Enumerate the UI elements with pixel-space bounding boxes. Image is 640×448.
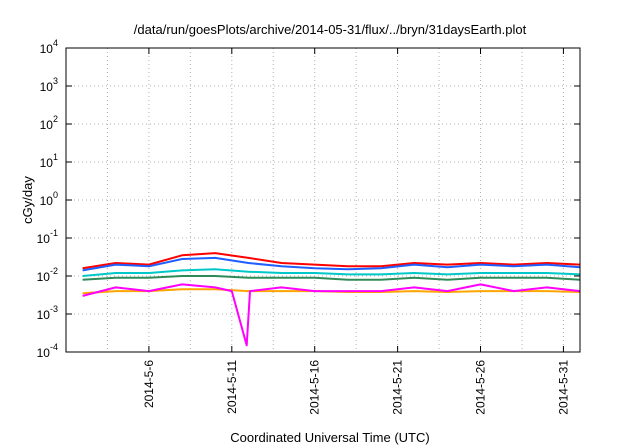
y-axis: 10-4 10-3 10-2 10-1 100 101 102 103 104 [37,38,580,360]
series-line [82,256,581,272]
y-axis-label: cGy/day [20,176,35,224]
series-line [82,275,581,281]
x-tick-label: 2014-5-11 [225,360,239,414]
x-axis: 2014-5-6 2014-5-11 2014-5-16 2014-5-21 2014-… [142,48,570,415]
y-tick-label: 103 [40,76,58,94]
x-tick-label: 2014-5-6 [142,360,156,408]
y-tick-label: 100 [40,190,58,208]
x-axis-label: Coordinated Universal Time (UTC) [230,430,429,445]
y-tick-label: 10-2 [37,266,58,284]
x-tick-label: 2014-5-26 [474,360,488,415]
y-tick-label: 10-1 [37,228,58,246]
grid [66,48,580,352]
series-line [82,252,581,270]
x-tick-label: 2014-5-16 [308,360,322,415]
y-tick-label: 104 [40,38,58,56]
x-tick-label: 2014-5-21 [391,360,405,415]
y-tick-label: 102 [40,114,58,132]
x-tick-label: 2014-5-31 [556,360,570,415]
y-tick-label: 10-3 [37,304,58,322]
y-tick-label: 101 [40,152,58,170]
series-line [82,283,581,347]
series-layer [82,252,581,347]
y-tick-label: 10-4 [37,342,58,360]
series-line [82,268,581,277]
chart-title: /data/run/goesPlots/archive/2014-05-31/f… [134,22,527,37]
